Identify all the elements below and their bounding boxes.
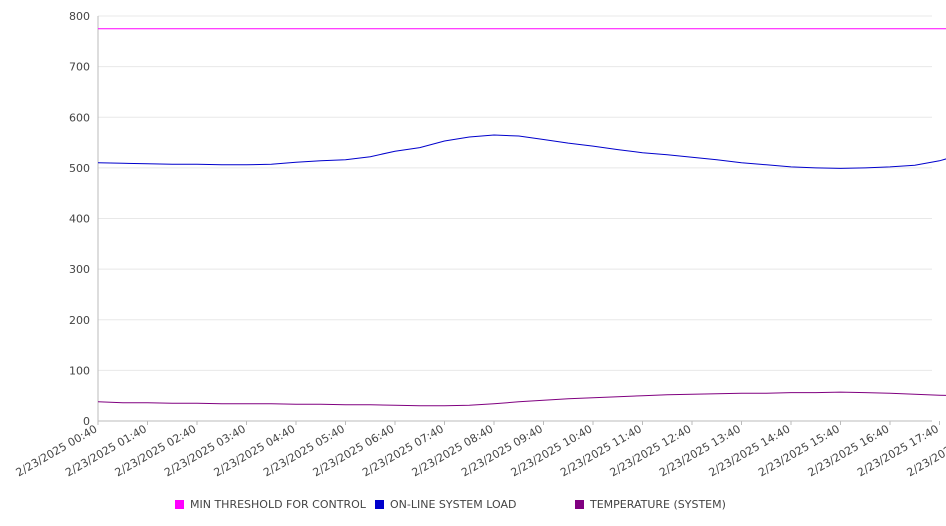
x-tick-label-8: 2/23/2025 08:40	[410, 422, 496, 479]
x-tick-label-12: 2/23/2025 12:40	[608, 422, 694, 479]
x-tick-label-11: 2/23/2025 11:40	[558, 422, 644, 479]
x-tick-label-7: 2/23/2025 07:40	[360, 422, 446, 479]
x-tick-label-4: 2/23/2025 04:40	[212, 422, 298, 479]
y-tick-label-7: 700	[69, 61, 90, 74]
x-tick-label-6: 2/23/2025 06:40	[311, 422, 397, 479]
y-axis-ticks: 0 100 200 300 400 500 600 700 800	[69, 10, 90, 428]
legend-swatch-min-threshold	[175, 500, 184, 509]
series-line-2	[97, 391, 946, 407]
legend-label-min-threshold: MIN THRESHOLD FOR CONTROL	[190, 498, 366, 511]
axes	[97, 16, 932, 422]
y-tick-label-1: 100	[69, 364, 90, 377]
y-tick-label-5: 500	[69, 162, 90, 175]
x-tick-label-1: 2/23/2025 01:40	[63, 422, 149, 479]
y-tick-label-6: 600	[69, 111, 90, 124]
x-tick-label-10: 2/23/2025 10:40	[509, 422, 595, 479]
y-tick-label-4: 400	[69, 213, 90, 226]
y-tick-label-2: 200	[69, 314, 90, 327]
x-tick-label-13: 2/23/2025 13:40	[657, 422, 743, 479]
legend-swatch-system-load	[375, 500, 384, 509]
x-tick-label-14: 2/23/2025 14:40	[707, 422, 793, 479]
gridlines	[98, 15, 932, 422]
x-tick-label-5: 2/23/2025 05:40	[261, 422, 347, 479]
series-line-1	[97, 134, 946, 169]
legend-label-temperature: TEMPERATURE (SYSTEM)	[590, 498, 726, 511]
x-tick-label-0: 2/23/2025 00:40	[14, 422, 100, 479]
legend-swatch-temperature	[575, 500, 584, 509]
legend-item-system-load: ON-LINE SYSTEM LOAD	[375, 498, 516, 511]
x-tick-label-2: 2/23/2025 02:40	[113, 422, 199, 479]
y-tick-label-8: 800	[69, 10, 90, 23]
legend-item-min-threshold: MIN THRESHOLD FOR CONTROL	[175, 498, 366, 511]
legend-item-temperature: TEMPERATURE (SYSTEM)	[575, 498, 726, 511]
y-tick-label-3: 300	[69, 263, 90, 276]
x-tick-label-3: 2/23/2025 03:40	[162, 422, 248, 479]
y-tick-label-0: 0	[83, 415, 90, 428]
x-tick-label-17: 2/23/2025 17:40	[855, 422, 941, 479]
legend-label-system-load: ON-LINE SYSTEM LOAD	[390, 498, 517, 511]
legend: MIN THRESHOLD FOR CONTROL ON-LINE SYSTEM…	[175, 498, 935, 514]
x-tick-label-16: 2/23/2025 16:40	[806, 422, 892, 479]
x-tick-label-15: 2/23/2025 15:40	[756, 422, 842, 479]
series-lines	[97, 28, 946, 407]
x-axis-ticks: 2/23/2025 00:402/23/2025 01:402/23/2025 …	[14, 421, 946, 479]
x-tick-label-9: 2/23/2025 09:40	[459, 422, 545, 479]
